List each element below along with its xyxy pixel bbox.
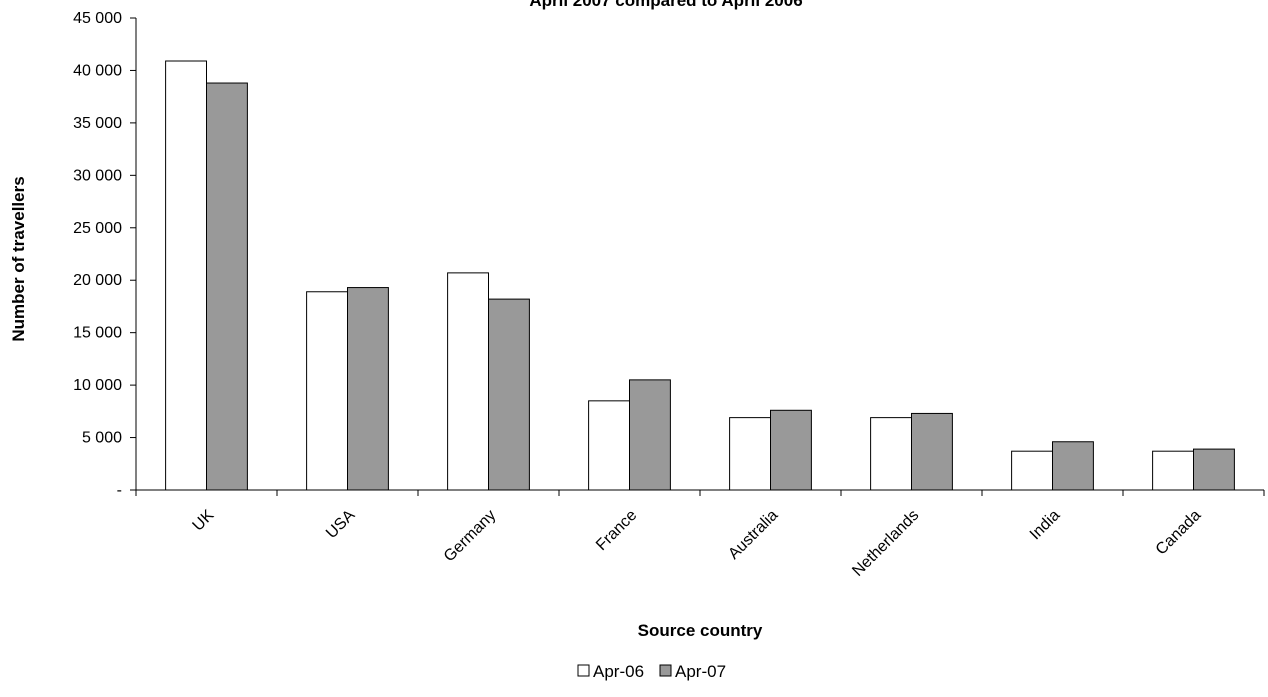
bar-apr-06-india	[1011, 450, 1053, 491]
legend-label: Apr-07	[675, 662, 726, 681]
legend: Apr-06 Apr-07	[577, 662, 726, 681]
bar-apr-07-usa	[347, 287, 389, 491]
bar-apr-07-netherlands	[911, 412, 953, 491]
y-tick-label: 40 000	[73, 62, 122, 79]
bar-apr-06-france	[588, 400, 630, 491]
x-tick-label: Germany	[441, 507, 500, 566]
x-axis-title: Source country	[638, 621, 763, 640]
x-axis: UK USA Germany France Australia Netherlands In…	[135, 489, 1265, 580]
bar-apr-07-australia	[770, 409, 812, 491]
bars	[165, 60, 1235, 491]
bar-apr-07-germany	[488, 298, 530, 491]
bar-apr-06-usa	[306, 291, 348, 491]
y-axis: - 5 000 10 000 15 000 20 000 25 000 30 000 35 0…	[73, 10, 137, 499]
bar-apr-06-uk	[165, 60, 207, 491]
bar-apr-07-canada	[1193, 448, 1235, 491]
x-tick-label: Australia	[725, 507, 781, 563]
y-tick-label: 10 000	[73, 377, 122, 394]
bar-apr-06-germany	[447, 272, 489, 491]
legend-swatch-apr-07	[659, 664, 672, 677]
bar-apr-06-australia	[729, 417, 771, 491]
y-tick-label: 5 000	[82, 430, 122, 447]
x-tick-label: USA	[323, 507, 359, 543]
x-tick-label: Canada	[1153, 507, 1205, 559]
y-tick-label: 45 000	[73, 10, 122, 27]
x-tick-label: India	[1027, 507, 1064, 544]
x-tick-label: Netherlands	[849, 507, 922, 580]
legend-label: Apr-06	[593, 662, 644, 681]
bar-apr-06-canada	[1152, 450, 1194, 491]
bar-apr-07-france	[629, 379, 671, 491]
bar-apr-07-india	[1052, 441, 1094, 491]
chart-title: April 2007 compared to April 2006	[529, 0, 802, 10]
y-tick-label: 30 000	[73, 167, 122, 184]
y-tick-label: -	[117, 482, 122, 499]
y-tick-label: 15 000	[73, 325, 122, 342]
legend-swatch-apr-06	[577, 664, 590, 677]
y-tick-label: 20 000	[73, 272, 122, 289]
y-axis-title: Number of travellers	[9, 176, 28, 341]
bar-apr-07-uk	[206, 82, 248, 491]
y-tick-label: 35 000	[73, 115, 122, 132]
x-tick-label: UK	[190, 507, 218, 535]
y-tick-label: 25 000	[73, 220, 122, 237]
bar-apr-06-netherlands	[870, 417, 912, 491]
x-tick-label: France	[593, 507, 640, 554]
